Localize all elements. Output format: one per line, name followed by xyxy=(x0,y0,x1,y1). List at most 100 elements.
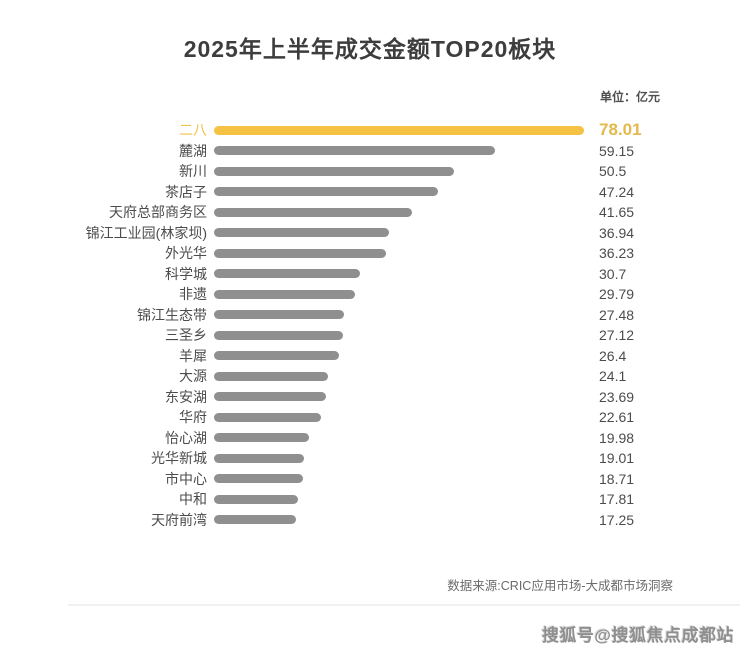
footer-divider xyxy=(68,604,740,606)
category-label: 三圣乡 xyxy=(165,327,207,344)
category-label: 非遗 xyxy=(179,286,207,303)
category-label: 外光华 xyxy=(165,245,207,262)
bar-row: 茶店子 47.24 xyxy=(57,182,685,203)
bar xyxy=(214,166,454,176)
bar xyxy=(214,269,360,279)
value-label: 19.01 xyxy=(599,450,635,467)
bar-row: 怡心湖 19.98 xyxy=(57,428,685,449)
bar-track xyxy=(214,330,584,340)
bar-track xyxy=(214,125,584,135)
value-label: 41.65 xyxy=(599,204,635,221)
category-label: 茶店子 xyxy=(165,183,207,200)
bar xyxy=(214,207,412,217)
bar-row: 市中心 18.71 xyxy=(57,469,685,490)
bar-row: 光华新城 19.01 xyxy=(57,448,685,469)
value-label: 18.71 xyxy=(599,470,635,487)
chart-title: 2025年上半年成交金额TOP20板块 xyxy=(183,36,557,62)
category-label: 麓湖 xyxy=(179,142,207,159)
bar xyxy=(214,146,495,156)
bar-row: 外光华 36.23 xyxy=(57,243,685,264)
bar-track xyxy=(214,146,584,156)
bar-track xyxy=(214,453,584,463)
bar xyxy=(214,351,340,361)
value-label: 23.69 xyxy=(599,388,635,405)
bar-row: 华府 22.61 xyxy=(57,407,685,428)
value-label: 27.12 xyxy=(599,327,635,344)
bar xyxy=(214,412,322,422)
category-label: 东安湖 xyxy=(165,388,207,405)
bar-row: 羊犀 26.4 xyxy=(57,346,685,367)
bar-rows: 二八 78.01 麓湖 59.15 新川 50.5 茶店子 47.24 天府总部商务区 41.65… xyxy=(57,120,685,530)
bar-chart: 二八 78.01 麓湖 59.15 新川 50.5 茶店子 47.24 天府总部商务区 41.65… xyxy=(57,120,685,530)
category-label: 科学城 xyxy=(165,265,207,282)
bar xyxy=(214,392,327,402)
bar xyxy=(214,453,305,463)
category-label: 大源 xyxy=(179,368,207,385)
bar xyxy=(214,433,309,443)
category-label: 市中心 xyxy=(165,470,207,487)
bar-row: 锦江工业园(林家坝) 36.94 xyxy=(57,223,685,244)
bar xyxy=(214,494,299,504)
bar xyxy=(214,310,345,320)
bar xyxy=(214,371,329,381)
bar-row: 新川 50.5 xyxy=(57,161,685,182)
bar-row: 锦江生态带 27.48 xyxy=(57,305,685,326)
bar-track xyxy=(214,310,584,320)
value-label: 29.79 xyxy=(599,286,635,303)
category-label: 中和 xyxy=(179,491,207,508)
bar xyxy=(214,289,356,299)
value-label: 30.7 xyxy=(599,265,627,282)
bar xyxy=(214,125,584,135)
category-label: 光华新城 xyxy=(151,450,207,467)
bar-row: 天府前湾 17.25 xyxy=(57,510,685,531)
bar-track xyxy=(214,269,584,279)
category-label: 天府前湾 xyxy=(151,511,207,528)
value-label: 36.94 xyxy=(599,224,635,241)
value-label: 36.23 xyxy=(599,245,635,262)
bar-track xyxy=(214,412,584,422)
bar-row: 天府总部商务区 41.65 xyxy=(57,202,685,223)
bar-track xyxy=(214,166,584,176)
bar-row: 二八 78.01 xyxy=(57,120,685,141)
category-label: 怡心湖 xyxy=(165,429,207,446)
bar-track xyxy=(214,392,584,402)
value-label: 24.1 xyxy=(599,368,627,385)
bar-track xyxy=(214,207,584,217)
bar-row: 麓湖 59.15 xyxy=(57,141,685,162)
bar-track xyxy=(214,515,584,525)
bar-row: 大源 24.1 xyxy=(57,366,685,387)
bar-row: 科学城 30.7 xyxy=(57,264,685,285)
data-source-note: 数据来源:CRIC应用市场-大成都市场洞察 xyxy=(447,579,673,593)
value-label: 50.5 xyxy=(599,163,627,180)
bar xyxy=(214,228,390,238)
category-label: 天府总部商务区 xyxy=(109,204,207,221)
bar-track xyxy=(214,228,584,238)
value-label: 17.25 xyxy=(599,511,635,528)
bar xyxy=(214,187,439,197)
sohu-watermark: 搜狐号@搜狐焦点成都站 xyxy=(541,626,734,645)
bar-row: 三圣乡 27.12 xyxy=(57,325,685,346)
value-label: 17.81 xyxy=(599,491,635,508)
bar-track xyxy=(214,371,584,381)
category-label: 华府 xyxy=(179,409,207,426)
bar xyxy=(214,474,303,484)
value-label: 78.01 xyxy=(599,120,642,140)
bar-track xyxy=(214,433,584,443)
bar-track xyxy=(214,351,584,361)
category-label: 二八 xyxy=(179,122,207,139)
bar-row: 中和 17.81 xyxy=(57,489,685,510)
category-label: 锦江生态带 xyxy=(137,306,207,323)
category-label: 新川 xyxy=(179,163,207,180)
bar-track xyxy=(214,187,584,197)
unit-label: 单位：亿元 xyxy=(599,90,660,104)
bar-row: 非遗 29.79 xyxy=(57,284,685,305)
value-label: 47.24 xyxy=(599,183,635,200)
bar-track xyxy=(214,289,584,299)
bar-track xyxy=(214,474,584,484)
bar xyxy=(214,248,386,258)
bar xyxy=(214,515,296,525)
value-label: 19.98 xyxy=(599,429,635,446)
category-label: 羊犀 xyxy=(179,347,207,364)
bar-track xyxy=(214,494,584,504)
